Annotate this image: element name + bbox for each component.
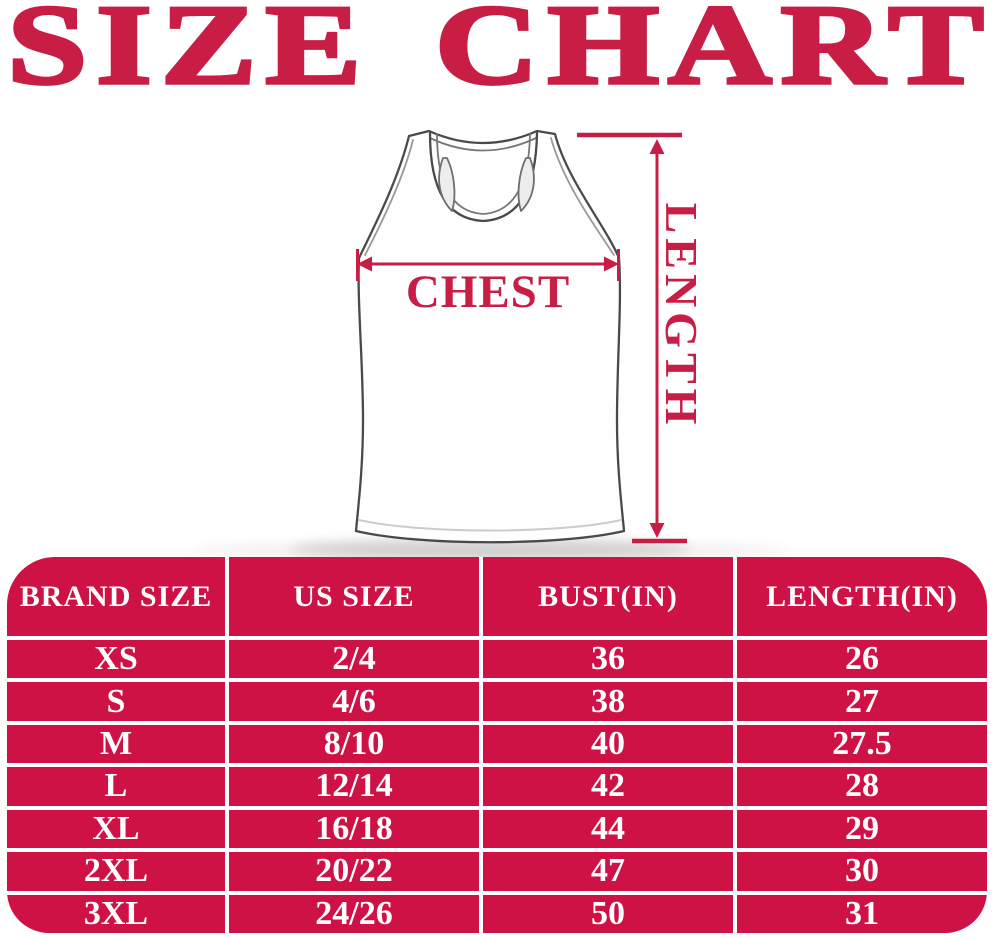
table-cell: 40 (483, 724, 733, 764)
table-cell: 24/26 (229, 894, 479, 933)
armhole-binding-left (364, 139, 414, 256)
size-table: BRAND SIZE US SIZE BUST(IN) LENGTH(IN) X… (7, 557, 987, 933)
page-title: SIZE CHART (5, 0, 993, 110)
table-cell: 42 (483, 767, 733, 806)
length-measure-label: LENGTH (656, 202, 707, 430)
table-cell: 8/10 (229, 724, 479, 764)
table-cell: M (7, 724, 225, 764)
table-cell: 4/6 (229, 682, 479, 721)
garment-shadow (190, 538, 790, 560)
table-cell: 2/4 (229, 640, 479, 679)
table-cell: S (7, 682, 225, 721)
table-cell: 27 (737, 682, 987, 721)
table-cell: 30 (737, 852, 987, 891)
column-header-bust: BUST(IN) (483, 557, 733, 636)
table-cell: 26 (737, 640, 987, 679)
hem-stitch-line (358, 519, 622, 532)
table-cell: 44 (483, 809, 733, 849)
table-cell: L (7, 767, 225, 806)
racerback-cutout-right (517, 157, 535, 212)
table-cell: 36 (483, 640, 733, 679)
table-cell: 47 (483, 852, 733, 891)
table-cell: XS (7, 640, 225, 679)
table-cell: 12/14 (229, 767, 479, 806)
measurement-arrows (356, 132, 687, 544)
table-cell: 50 (483, 894, 733, 933)
racerback-cutout-left (438, 157, 456, 212)
table-cell: 29 (737, 809, 987, 849)
table-cell: 28 (737, 767, 987, 806)
table-cell: XL (7, 809, 225, 849)
chest-measure-label: CHEST (405, 266, 571, 318)
length-arrow (577, 132, 687, 544)
table-cell: 3XL (7, 894, 225, 933)
column-header-brand-size: BRAND SIZE (7, 557, 225, 636)
column-header-length: LENGTH(IN) (737, 557, 987, 636)
tank-top-silhouette (354, 129, 626, 544)
table-cell: 38 (483, 682, 733, 721)
tank-top-illustration (354, 129, 626, 544)
chest-arrow (356, 249, 620, 281)
table-cell: 2XL (7, 852, 225, 891)
table-cell: 20/22 (229, 852, 479, 891)
table-cell: 31 (737, 894, 987, 933)
column-header-us-size: US SIZE (229, 557, 479, 636)
table-cell: 16/18 (229, 809, 479, 849)
table-cell: 27.5 (737, 724, 987, 764)
back-neckline (429, 137, 537, 152)
armhole-binding-right (550, 137, 615, 256)
